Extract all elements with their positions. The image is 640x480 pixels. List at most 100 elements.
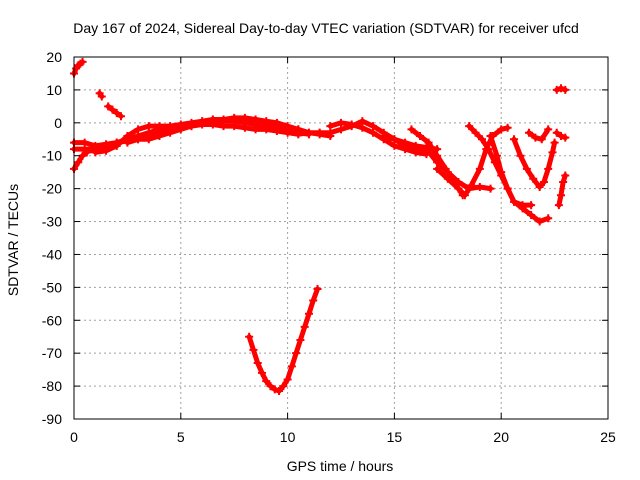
- data-point: [116, 112, 125, 121]
- data-point: [544, 164, 553, 173]
- data-point: [475, 164, 484, 173]
- data-point: [358, 123, 367, 132]
- data-point: [535, 182, 544, 191]
- data-point: [510, 135, 519, 144]
- data-point: [249, 345, 258, 354]
- data-point: [292, 349, 301, 358]
- y-tick-label: -50: [42, 279, 62, 295]
- data-point: [309, 296, 318, 305]
- data-point: [557, 84, 566, 93]
- data-point: [112, 141, 121, 150]
- data-point: [304, 130, 313, 139]
- data-point: [390, 135, 399, 144]
- data-point: [524, 128, 533, 137]
- data-point: [166, 128, 175, 137]
- series-arc-1h-drop: [95, 89, 106, 101]
- data-point: [74, 158, 83, 167]
- data-point: [443, 174, 452, 183]
- data-point: [134, 125, 143, 134]
- data-point: [275, 387, 284, 396]
- data-point: [497, 168, 506, 177]
- data-point: [369, 128, 378, 137]
- series-line: [105, 103, 124, 119]
- series-arc-22h-high: [552, 84, 570, 94]
- data-point: [240, 118, 249, 127]
- data-point: [262, 122, 271, 131]
- y-tick-label: -10: [42, 148, 62, 164]
- data-point: [544, 125, 553, 134]
- data-point: [467, 181, 476, 190]
- x-tick-label: 20: [493, 429, 509, 445]
- data-point: [104, 102, 113, 111]
- data-point: [497, 125, 506, 134]
- data-point: [527, 201, 536, 210]
- x-tick-label: 5: [177, 429, 185, 445]
- x-tick-label: 10: [280, 429, 296, 445]
- data-point: [552, 128, 561, 137]
- data-point: [144, 135, 153, 144]
- data-point: [561, 133, 570, 142]
- data-point: [253, 359, 262, 368]
- series-arc-mid-day2: [326, 118, 431, 159]
- data-point: [91, 148, 100, 157]
- x-tick-label: 15: [387, 429, 403, 445]
- data-point: [134, 135, 143, 144]
- data-point: [155, 122, 164, 131]
- data-point: [313, 285, 322, 294]
- data-point: [529, 174, 538, 183]
- data-point: [424, 138, 433, 147]
- data-point: [539, 178, 548, 187]
- data-point: [503, 184, 512, 193]
- data-point: [522, 164, 531, 173]
- y-axis-label: SDTVAR / TECUs: [5, 184, 21, 296]
- series-arc-22h-low: [552, 128, 570, 142]
- data-point: [347, 120, 356, 129]
- data-point: [251, 120, 260, 129]
- data-point: [262, 377, 271, 386]
- data-point: [454, 184, 463, 193]
- data-point: [337, 118, 345, 127]
- data-point: [544, 214, 553, 223]
- data-point: [97, 92, 106, 101]
- data-point: [527, 210, 536, 219]
- data-point: [484, 145, 493, 154]
- y-tick-label: -70: [42, 345, 62, 361]
- series-arc-1.5h: [104, 102, 125, 121]
- y-tick-label: -60: [42, 312, 62, 328]
- data-point: [422, 145, 431, 154]
- data-point: [283, 123, 292, 132]
- data-point: [123, 138, 132, 147]
- x-axis-label: GPS time / hours: [287, 458, 394, 474]
- series-arc-deep: [245, 285, 322, 396]
- x-tick-label: 0: [70, 429, 78, 445]
- data-point: [270, 385, 279, 394]
- data-point: [510, 197, 519, 206]
- y-tick-label: -40: [42, 246, 62, 262]
- series-arc-19h: [486, 131, 553, 226]
- data-point: [503, 123, 512, 132]
- data-point: [486, 131, 495, 140]
- data-point: [272, 122, 281, 131]
- data-point: [266, 382, 275, 391]
- chart-title: Day 167 of 2024, Sidereal Day-to-day VTE…: [73, 20, 579, 36]
- data-point: [554, 201, 563, 210]
- series-line: [434, 125, 511, 198]
- data-point: [537, 135, 546, 144]
- data-point: [471, 128, 480, 137]
- data-point: [230, 117, 239, 126]
- data-point: [561, 85, 570, 94]
- data-point: [548, 148, 557, 157]
- data-point: [475, 182, 484, 191]
- data-point: [433, 164, 442, 173]
- data-point: [219, 115, 228, 124]
- grid: [74, 57, 608, 419]
- series-arc-20h: [510, 135, 559, 191]
- series-arc-23h: [554, 171, 570, 210]
- y-tick-label: -90: [42, 411, 62, 427]
- data-point: [550, 138, 559, 147]
- y-tick-label: 10: [46, 82, 62, 98]
- data-point: [531, 133, 540, 142]
- series-line: [556, 173, 568, 208]
